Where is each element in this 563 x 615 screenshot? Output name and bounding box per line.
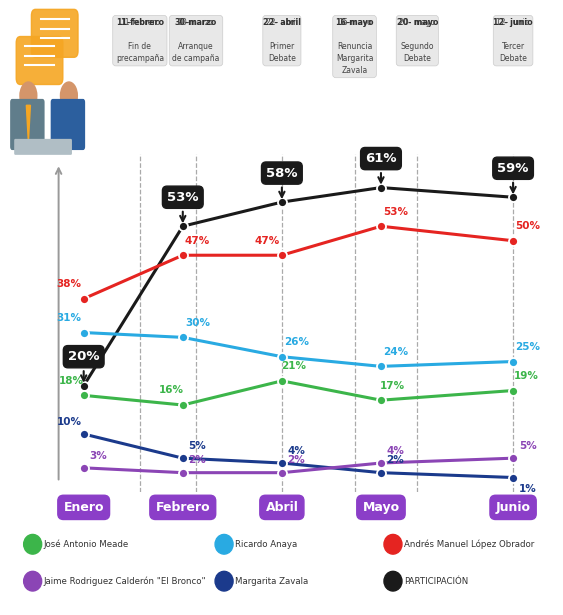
Text: 20- mayo

Segundo
Debate: 20- mayo Segundo Debate: [399, 18, 435, 63]
Text: 5%: 5%: [189, 441, 206, 451]
FancyBboxPatch shape: [16, 36, 63, 84]
Text: Abril: Abril: [265, 501, 298, 514]
Text: 47%: 47%: [254, 236, 280, 245]
Circle shape: [19, 81, 38, 110]
Text: 4%: 4%: [387, 446, 404, 456]
Text: 16%: 16%: [158, 386, 184, 395]
Text: 30-marzo: 30-marzo: [175, 18, 217, 28]
Text: Ricardo Anaya: Ricardo Anaya: [235, 540, 298, 549]
Text: 18%: 18%: [59, 376, 84, 386]
Text: Jaime Rodriguez Calderón "El Bronco": Jaime Rodriguez Calderón "El Bronco": [44, 576, 207, 586]
FancyBboxPatch shape: [51, 99, 85, 150]
Text: 12- junio: 12- junio: [493, 18, 533, 28]
Text: 53%: 53%: [383, 207, 408, 216]
Text: 16-mayo

Renuncia
Margarita
Zavala: 16-mayo Renuncia Margarita Zavala: [336, 18, 373, 74]
Text: 22- abril: 22- abril: [263, 18, 301, 28]
Text: Enero: Enero: [64, 501, 104, 514]
Text: Margarita Zavala: Margarita Zavala: [235, 577, 309, 585]
Text: 1%: 1%: [519, 485, 537, 494]
Text: Febrero: Febrero: [155, 501, 210, 514]
Text: 38%: 38%: [57, 279, 82, 289]
Text: Andrés Manuel López Obrador: Andrés Manuel López Obrador: [404, 539, 534, 549]
Text: 59%: 59%: [497, 162, 529, 192]
Text: 26%: 26%: [284, 337, 309, 347]
Text: 11-febrero

Fin de
precampaña: 11-febrero Fin de precampaña: [116, 18, 164, 63]
FancyBboxPatch shape: [10, 99, 44, 150]
Text: PARTICIPACIÓN: PARTICIPACIÓN: [404, 577, 468, 585]
Text: 47%: 47%: [185, 236, 210, 245]
Text: 30-marzo

Arranque
de campaña: 30-marzo Arranque de campaña: [172, 18, 220, 63]
Text: 30%: 30%: [185, 318, 210, 328]
Text: Mayo: Mayo: [363, 501, 400, 514]
Circle shape: [60, 81, 78, 110]
Text: 53%: 53%: [167, 191, 199, 221]
Text: 20- mayo: 20- mayo: [396, 18, 438, 28]
Text: 2%: 2%: [288, 456, 305, 466]
FancyBboxPatch shape: [32, 9, 78, 57]
Text: 22- abril

Primer
Debate: 22- abril Primer Debate: [266, 18, 298, 63]
Text: 5%: 5%: [519, 441, 537, 451]
Text: 16-mayo: 16-mayo: [336, 18, 374, 28]
Text: 4%: 4%: [288, 446, 305, 456]
Text: 19%: 19%: [514, 371, 539, 381]
Text: 58%: 58%: [266, 167, 298, 197]
Text: 3%: 3%: [90, 451, 107, 461]
Text: 17%: 17%: [380, 381, 405, 391]
Text: José Antonio Meade: José Antonio Meade: [44, 539, 129, 549]
Text: 21%: 21%: [282, 361, 306, 371]
Text: 50%: 50%: [515, 221, 540, 231]
Text: 31%: 31%: [57, 313, 82, 323]
Text: Junio: Junio: [495, 501, 530, 514]
Text: 12- junio

Tercer
Debate: 12- junio Tercer Debate: [497, 18, 530, 63]
Text: 24%: 24%: [383, 347, 408, 357]
Text: 61%: 61%: [365, 152, 397, 183]
Text: 2%: 2%: [189, 456, 206, 466]
Text: 25%: 25%: [515, 342, 540, 352]
Text: 10%: 10%: [57, 417, 82, 427]
Text: 20%: 20%: [68, 350, 100, 381]
Polygon shape: [26, 105, 30, 142]
FancyBboxPatch shape: [14, 139, 72, 155]
Text: 2%: 2%: [387, 456, 404, 466]
Text: 11-febrero: 11-febrero: [116, 18, 164, 28]
